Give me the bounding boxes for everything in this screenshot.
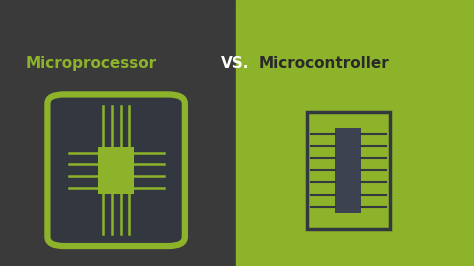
Bar xyxy=(0,0,236,266)
Text: Microprocessor: Microprocessor xyxy=(26,56,157,71)
Bar xyxy=(336,128,362,213)
FancyBboxPatch shape xyxy=(47,94,185,246)
Text: Microcontroller: Microcontroller xyxy=(258,56,389,71)
Bar xyxy=(236,0,474,266)
Bar xyxy=(307,112,390,229)
Text: VS.: VS. xyxy=(220,56,249,71)
Bar xyxy=(98,147,134,194)
